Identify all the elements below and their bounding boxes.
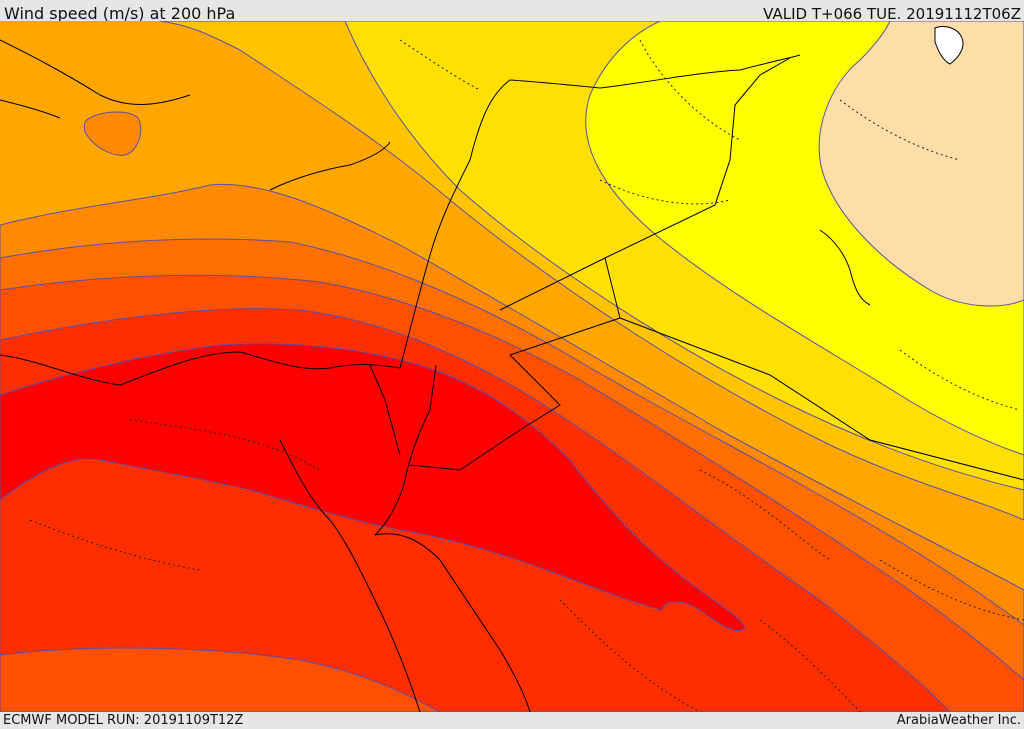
band-red-orange-southwest-top <box>0 647 441 712</box>
coastlines <box>0 39 871 712</box>
chart-title: Wind speed (m/s) at 200 hPa <box>4 4 236 23</box>
wind-speed-map <box>0 21 1024 712</box>
footer-bar: ECMWF MODEL RUN: 20191109T12Z ArabiaWeat… <box>0 712 1024 729</box>
band-lightest <box>818 21 1024 307</box>
model-run: ECMWF MODEL RUN: 20191109T12Z <box>3 713 244 728</box>
header-bar: Wind speed (m/s) at 200 hPa VALID T+066 … <box>0 0 1024 23</box>
lake <box>934 25 964 65</box>
orange-blob <box>83 111 142 156</box>
borders <box>369 57 1024 481</box>
credit: ArabiaWeather Inc. <box>896 713 1021 728</box>
jet-core-deep-red <box>0 343 746 632</box>
admin-boundaries <box>29 39 1024 712</box>
valid-time: VALID T+066 TUE. 20191112T06Z <box>763 5 1021 23</box>
